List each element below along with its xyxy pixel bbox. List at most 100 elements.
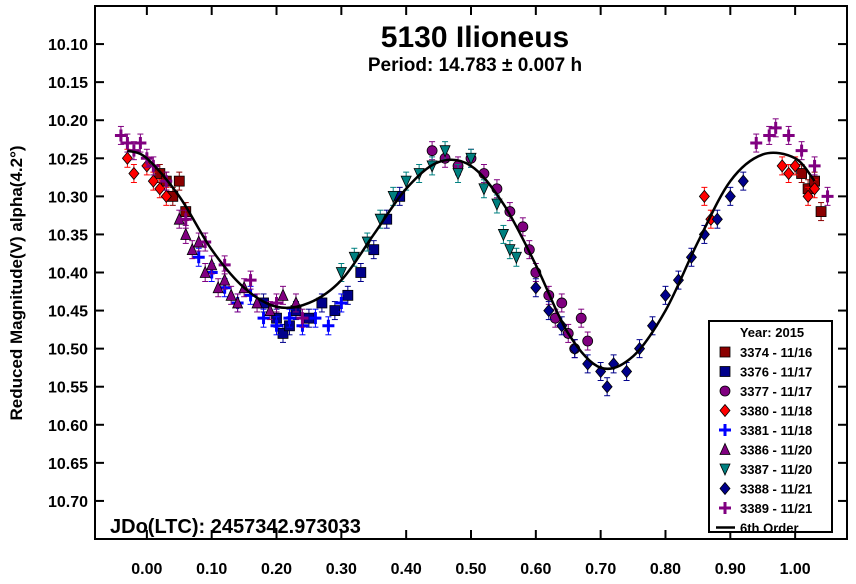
data-point: [212, 280, 224, 294]
x-tick-label: 0.20: [261, 561, 292, 578]
legend-entry: 3387 - 11/20: [719, 462, 812, 477]
y-tick-label: 10.25: [48, 151, 88, 168]
y-tick-label: 10.40: [48, 266, 88, 283]
data-point: [575, 312, 587, 324]
legend-marker: [719, 463, 731, 476]
data-point: [782, 129, 795, 142]
data-point: [776, 159, 788, 173]
y-axis-ticks: 10.10 10.15 10.20 10.25 10.30 10.35 10.40 10.45…: [48, 37, 847, 511]
data-point: [769, 121, 782, 134]
data-point: [763, 129, 776, 142]
x-tick-label: 0.40: [391, 561, 422, 578]
data-point: [426, 145, 438, 157]
data-point: [400, 175, 412, 189]
data-point: [750, 137, 763, 150]
y-tick-label: 10.50: [48, 342, 88, 359]
data-point: [186, 242, 198, 256]
legend-entry: 3389 - 11/21: [719, 501, 812, 516]
legend-label: 3387 - 11/20: [740, 462, 812, 477]
legend-entry: 3380 - 11/18: [719, 403, 812, 419]
y-tick-label: 10.45: [48, 304, 88, 321]
x-tick-label: 0.00: [131, 561, 162, 578]
legend-label: 3388 - 11/21: [740, 482, 812, 497]
legend-entry: 3381 - 11/18: [719, 423, 812, 438]
data-point: [465, 152, 477, 166]
data-point: [808, 159, 821, 172]
data-point: [329, 305, 341, 316]
y-tick-label: 10.60: [48, 418, 88, 435]
data-point: [179, 213, 192, 226]
legend-entry: 3376 - 11/17: [719, 365, 812, 380]
data-point: [160, 189, 172, 203]
legend-title: Year: 2015: [740, 325, 804, 340]
data-point: [802, 189, 814, 203]
y-tick-label: 10.20: [48, 113, 88, 130]
data-point: [659, 288, 672, 302]
data-point: [452, 168, 464, 181]
x-tick-label: 0.30: [326, 561, 357, 578]
data-point: [114, 129, 127, 142]
fit-curve: [126, 149, 816, 371]
data-point: [504, 244, 516, 257]
data-point: [821, 190, 834, 203]
data-point: [711, 212, 723, 226]
y-tick-label: 10.55: [48, 380, 88, 397]
data-point: [251, 295, 263, 309]
data-point: [510, 251, 523, 265]
data-point: [154, 168, 166, 179]
data-point: [199, 265, 211, 278]
data-point: [724, 189, 736, 203]
data-point: [783, 166, 795, 181]
data-point: [283, 312, 296, 325]
epoch-annotation: JDo(LTC): 2457342.973033: [110, 516, 361, 538]
legend-label: 3386 - 11/20: [740, 443, 812, 458]
legend: Year: 2015 3374 - 11/16 3376 - 11/17 3377 …: [708, 320, 833, 536]
legend-marker: [719, 481, 731, 496]
data-point: [128, 166, 140, 181]
y-tick-label: 10.15: [48, 75, 88, 92]
data-point: [121, 137, 134, 150]
legend-marker: [719, 403, 731, 418]
data-point: [621, 364, 633, 379]
data-point: [368, 244, 380, 256]
legend-entry: 3386 - 11/20: [719, 443, 812, 458]
legend-label: 3377 - 11/17: [740, 384, 812, 399]
legend-marker: [719, 346, 731, 358]
x-tick-label: 0.70: [585, 561, 616, 578]
chart-title: 5130 Ilioneus: [381, 21, 569, 54]
data-point: [809, 182, 821, 196]
data-point: [478, 183, 490, 196]
legend-label: 3389 - 11/21: [740, 501, 812, 516]
data-point: [387, 190, 399, 204]
series-8: [114, 118, 834, 328]
data-point: [815, 206, 827, 217]
data-point: [264, 303, 276, 316]
x-tick-label: 0.80: [650, 561, 681, 578]
data-point: [439, 145, 451, 158]
data-point: [355, 267, 367, 278]
data-point: [270, 319, 283, 332]
x-tick-label: 0.50: [455, 561, 486, 578]
data-point: [497, 229, 510, 242]
data-point: [257, 312, 270, 325]
series-7: [530, 171, 749, 397]
x-tick-label: 0.60: [520, 561, 551, 578]
data-point: [322, 319, 335, 332]
legend-label: 3380 - 11/18: [740, 404, 812, 419]
data-point: [796, 168, 808, 179]
data-point: [147, 174, 159, 188]
x-tick-label: 1.00: [780, 561, 811, 578]
data-point: [277, 288, 289, 301]
data-point: [582, 335, 594, 347]
legend-label: 3381 - 11/18: [740, 423, 812, 438]
data-point: [277, 328, 289, 339]
data-point: [543, 303, 555, 318]
data-point: [698, 189, 710, 203]
y-axis-label: Reduced Magnitude(V) alpha(4.2°): [7, 145, 26, 420]
legend-label: 3374 - 11/16: [740, 345, 812, 360]
data-point: [316, 297, 328, 309]
legend-entry: 3377 - 11/17: [719, 384, 812, 399]
data-point: [737, 174, 749, 188]
data-point: [556, 297, 568, 309]
